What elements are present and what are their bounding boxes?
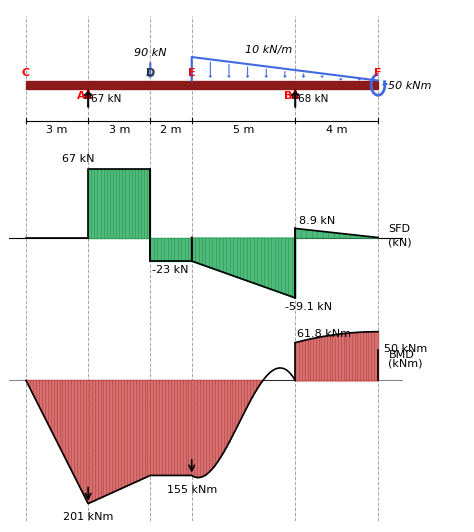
Text: 155 kNm: 155 kNm <box>166 485 217 495</box>
Text: B: B <box>284 91 292 101</box>
Text: (kN): (kN) <box>388 238 412 247</box>
Text: 50 kNm: 50 kNm <box>384 344 428 354</box>
Text: 67 kN: 67 kN <box>91 95 122 104</box>
Text: (kNm): (kNm) <box>388 359 423 368</box>
Text: C: C <box>22 68 30 78</box>
Text: 201 kNm: 201 kNm <box>63 512 113 522</box>
Text: BMD: BMD <box>388 350 414 360</box>
Text: 3 m: 3 m <box>46 126 68 135</box>
Text: 90 kN: 90 kN <box>134 48 166 58</box>
Text: A: A <box>77 91 85 101</box>
Text: D: D <box>146 68 155 78</box>
Text: 67 kN: 67 kN <box>62 154 94 164</box>
Polygon shape <box>85 89 91 98</box>
Text: 5 m: 5 m <box>233 126 254 135</box>
Text: 68 kN: 68 kN <box>298 95 328 104</box>
Text: 8.9 kN: 8.9 kN <box>300 216 336 226</box>
Text: 3 m: 3 m <box>109 126 130 135</box>
Text: E: E <box>188 68 195 78</box>
Text: 2 m: 2 m <box>160 126 182 135</box>
Text: F: F <box>374 68 382 78</box>
Text: 4 m: 4 m <box>326 126 347 135</box>
Text: 10 kN/m: 10 kN/m <box>245 45 292 55</box>
Text: -59.1 kN: -59.1 kN <box>285 302 332 312</box>
Polygon shape <box>292 89 298 98</box>
Text: SFD: SFD <box>388 225 410 235</box>
Text: 50 kNm: 50 kNm <box>388 81 432 92</box>
Bar <box>26 80 378 89</box>
Text: -23 kN: -23 kN <box>152 265 189 275</box>
Text: 61.8 kNm: 61.8 kNm <box>297 329 351 339</box>
